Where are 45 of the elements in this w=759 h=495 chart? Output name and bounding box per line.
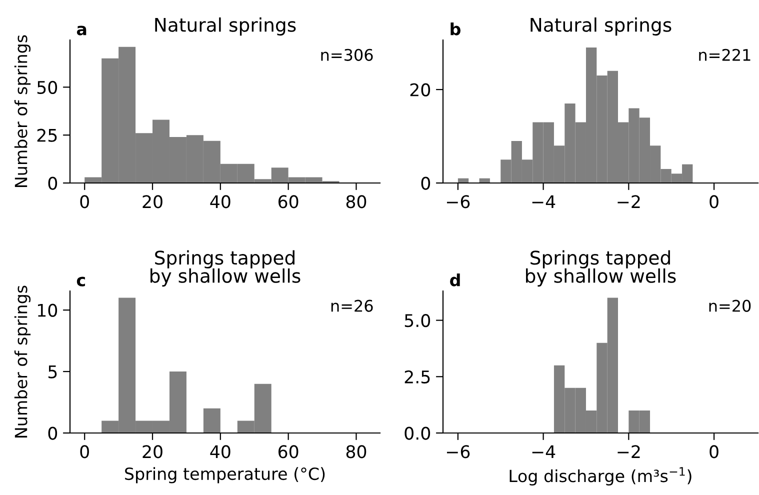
x-tick-label: −4 [532, 445, 556, 458]
x-tick-label: −6 [446, 195, 470, 208]
annotation: n=20 [709, 300, 751, 312]
chart-title: Springs tapped by shallow wells [526, 250, 676, 287]
y-tick-label: 5 [48, 365, 57, 378]
annotation: n=306 [321, 48, 373, 61]
x-tick-label: 20 [142, 445, 162, 458]
x-axis-title: Log discharge (m³s$^{−1}$) [510, 467, 692, 486]
text: c [76, 276, 85, 286]
x-tick-label: 0 [80, 445, 89, 458]
x-tick-label: 60 [278, 445, 298, 458]
annotation: n=221 [699, 48, 750, 61]
y-tick-label: 50 [37, 80, 58, 94]
x-tick-label: 0 [710, 195, 718, 208]
y-tick-label: 2.5 [404, 370, 430, 384]
chart-title: Natural springs [155, 17, 296, 36]
x-tick-label: 80 [346, 195, 366, 208]
x-tick-label: −2 [618, 445, 640, 458]
x-tick-label: 20 [142, 195, 162, 208]
y-tick-label: 25 [37, 128, 57, 142]
x-tick-label: 80 [346, 445, 366, 458]
text: b [450, 22, 460, 36]
chart-title: Springs tapped by shallow wells [150, 250, 300, 287]
x-tick-label: 40 [210, 195, 230, 208]
annotation: n=26 [331, 300, 373, 312]
x-tick-label: 0 [80, 195, 89, 208]
x-tick-label: −6 [446, 445, 470, 458]
text: a [76, 26, 86, 36]
x-tick-label: 60 [278, 195, 298, 208]
y-axis-title: Number of springs [14, 35, 31, 187]
chart-title: Natural springs [530, 17, 672, 36]
text: d [450, 273, 460, 286]
y-tick-label: 0 [48, 426, 58, 440]
y-tick-label: 0.0 [404, 426, 430, 440]
y-tick-label: 5.0 [404, 314, 430, 328]
x-tick-label: 40 [210, 445, 230, 458]
x-tick-label: −2 [618, 195, 640, 208]
x-axis-title: Spring temperature (°C) [125, 467, 325, 484]
y-tick-label: 0 [48, 176, 58, 190]
y-tick-label: 20 [410, 83, 430, 96]
y-tick-label: 10 [38, 304, 58, 317]
x-tick-label: 0 [710, 445, 718, 458]
y-tick-label: 0 [421, 176, 430, 190]
x-tick-label: −4 [532, 195, 556, 208]
y-axis-title: Number of springs [14, 286, 31, 438]
